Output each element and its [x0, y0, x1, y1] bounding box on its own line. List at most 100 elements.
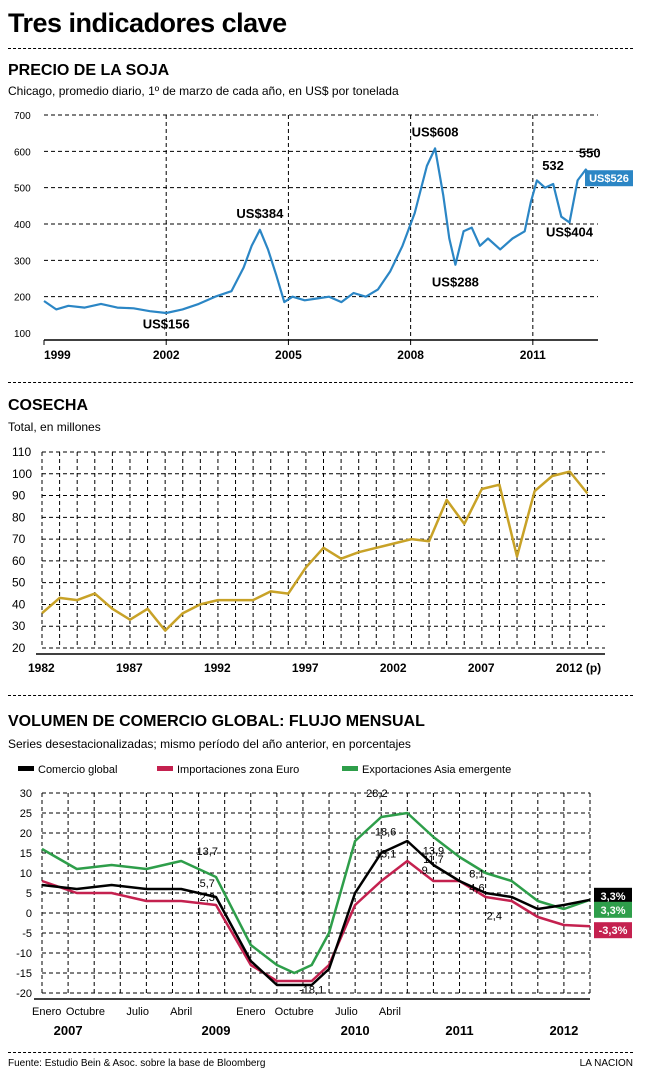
divider	[8, 695, 633, 696]
x-tick-label: 1999	[44, 348, 71, 362]
x-tick-label: 2011	[520, 348, 546, 362]
annotation-label: 18,6	[375, 827, 396, 839]
annotation-label: 8,1	[469, 869, 484, 881]
x-tick-label: 2008	[397, 348, 424, 362]
soy-price-chart: 100 200 300 400 500 600 700 1999 2002 2005 2008 201…	[14, 111, 633, 362]
trade-title: VOLUMEN DE COMERCIO GLOBAL: FLUJO MENSUA…	[8, 713, 425, 730]
series-asia-line	[41, 811, 591, 975]
divider	[8, 1052, 633, 1053]
y-tick-label: 25	[20, 808, 32, 820]
x-month-label: Abril	[170, 1006, 192, 1018]
x-tick-label: 2002	[153, 348, 180, 362]
x-month-label: Abril	[379, 1006, 401, 1018]
x-year-label: 2009	[202, 1023, 231, 1038]
legend-global-swatch	[18, 766, 34, 771]
y-tick-label: 70	[12, 532, 26, 546]
y-tick-label: 60	[12, 554, 26, 568]
footer-source: Fuente: Estudio Bein & Asoc. sobre la ba…	[8, 1058, 266, 1069]
legend-euro-swatch	[157, 766, 173, 771]
annotation-label: US$288	[432, 275, 479, 290]
y-tick-label: 500	[14, 184, 31, 195]
y-tick-label: 5	[26, 888, 32, 900]
annotation-label: US$404	[546, 225, 594, 240]
y-tick-label: 90	[12, 489, 26, 503]
end-label-text: 3,3%	[600, 905, 625, 917]
y-tick-label: 0	[26, 908, 32, 920]
x-year-label: 2007	[54, 1023, 83, 1038]
end-label-text: 3,3%	[600, 891, 625, 903]
y-tick-label: 15	[20, 848, 32, 860]
annotation-label: 13,7	[197, 846, 218, 858]
y-tick-label: 20	[12, 641, 26, 655]
y-tick-label: 600	[14, 147, 31, 158]
divider	[8, 48, 633, 49]
annotation-label: 13,1	[375, 849, 396, 861]
annotation-label: 11,7	[423, 854, 444, 866]
annotation-label: 4,6	[469, 883, 484, 895]
y-tick-label: 50	[12, 576, 26, 590]
annotation-label: 532	[542, 158, 564, 173]
trade-chart: Comercio global Importaciones zona Euro Ex…	[16, 764, 632, 1038]
x-year-label: 2011	[445, 1023, 473, 1038]
y-tick-label: 100	[14, 329, 31, 340]
annotation-label: 550	[579, 146, 601, 161]
y-tick-label: -5	[22, 928, 32, 940]
legend-asia-swatch	[342, 766, 358, 771]
y-tick-label: 40	[12, 597, 26, 611]
x-tick-label: 2012 (p)	[556, 661, 601, 675]
harvest-line	[41, 470, 589, 632]
end-label-box	[594, 922, 632, 939]
annotation-label: 2,4	[487, 911, 502, 923]
series-global-line	[41, 839, 591, 987]
annotation-label: US$608	[412, 124, 459, 139]
annotation-label: US$384	[236, 206, 284, 221]
x-month-label: Enero	[32, 1006, 61, 1018]
legend-global-label: Comercio global	[38, 764, 117, 776]
legend-asia-label: Exportaciones Asia emergente	[362, 764, 511, 776]
x-month-label: Julio	[126, 1006, 149, 1018]
y-tick-label: 10	[20, 868, 32, 880]
x-tick-label: 2002	[380, 661, 407, 675]
annotation-label: US$156	[143, 317, 190, 332]
annotation-label: 13,9	[423, 845, 444, 857]
annotation-label: 28,2	[366, 788, 387, 800]
y-tick-label: 110	[12, 445, 31, 459]
end-label-box	[585, 170, 633, 187]
series-euro-line	[41, 859, 591, 983]
x-month-label: Julio	[335, 1006, 358, 1018]
y-tick-label: 30	[20, 788, 32, 800]
harvest-subtitle: Total, en millones	[8, 420, 101, 434]
x-tick-label: 1987	[116, 661, 143, 675]
soy-price-line	[43, 147, 593, 315]
soy-subtitle: Chicago, promedio diario, 1º de marzo de…	[8, 84, 399, 98]
y-tick-label: -10	[16, 948, 32, 960]
x-tick-label: 2007	[468, 661, 495, 675]
y-tick-label: 400	[14, 220, 31, 231]
annotation-label: 2,3	[200, 892, 215, 904]
x-tick-label: 1992	[204, 661, 231, 675]
footer-brand: LA NACION	[579, 1058, 633, 1069]
end-label-text: US$526	[589, 173, 629, 185]
x-year-label: 2010	[341, 1023, 370, 1038]
x-tick-label: 2005	[275, 348, 302, 362]
x-tick-label: 1997	[292, 661, 319, 675]
annotation-label: 9	[422, 865, 428, 877]
y-tick-label: 100	[12, 467, 32, 481]
end-label-box	[594, 901, 632, 918]
page-title: Tres indicadores clave	[8, 8, 287, 38]
y-tick-label: 700	[14, 111, 31, 122]
y-tick-label: 80	[12, 510, 26, 524]
trade-subtitle: Series desestacionalizadas; mismo períod…	[8, 737, 411, 751]
x-month-label: Enero	[236, 1006, 265, 1018]
y-tick-label: 20	[20, 828, 32, 840]
y-tick-label: 30	[12, 619, 26, 633]
divider	[8, 382, 633, 383]
y-tick-label: 300	[14, 256, 31, 267]
end-label-box	[594, 887, 632, 904]
y-tick-label: -20	[16, 988, 32, 1000]
x-tick-label: 1982	[28, 661, 55, 675]
x-month-label: Octubre	[66, 1006, 105, 1018]
y-tick-label: 200	[14, 293, 31, 304]
annotation-label: -18,1	[299, 984, 324, 996]
annotation-label: 5,7	[200, 878, 215, 890]
